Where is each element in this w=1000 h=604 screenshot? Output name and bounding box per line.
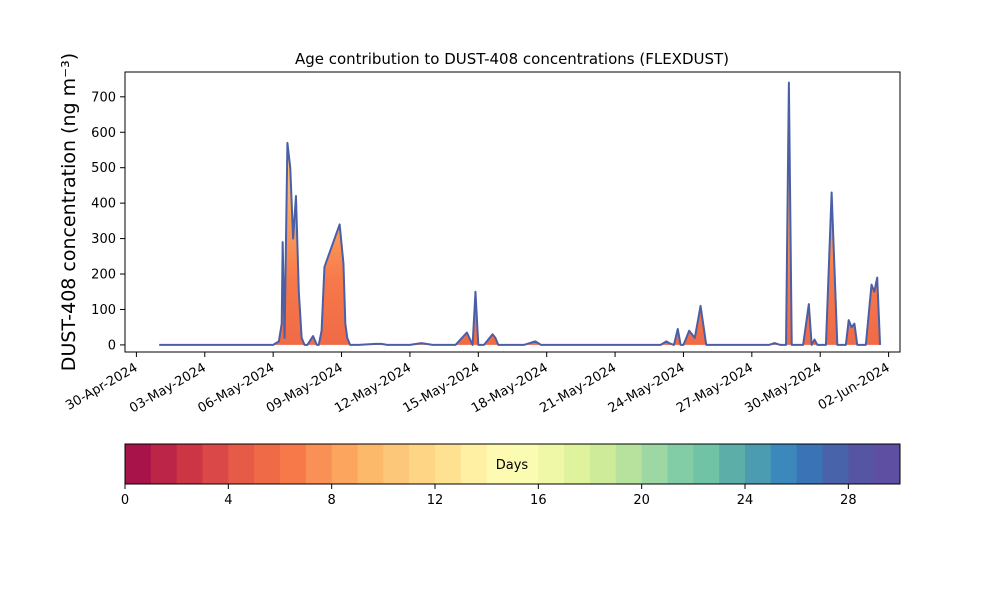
- colorbar-cell: [719, 444, 746, 484]
- chart-title: Age contribution to DUST-408 concentrati…: [295, 50, 729, 68]
- colorbar-cell: [693, 444, 720, 484]
- colorbar: Days 0 4 8 12 16 20 24 28: [121, 443, 901, 508]
- colorbar-tick-label: 16: [530, 493, 547, 508]
- colorbar-tick-label: 12: [427, 493, 444, 508]
- colorbar-cell: [150, 444, 178, 484]
- x-tick-label: 21-May-2024: [537, 360, 619, 416]
- y-tick-label: 500: [91, 161, 116, 176]
- y-axis: 0 100 200 300 400 500 600 700: [91, 90, 125, 353]
- x-tick-label: 15-May-2024: [401, 360, 483, 416]
- colorbar-ticks: 0 4 8 12 16 20 24 28: [121, 484, 857, 508]
- x-tick-label: 06-May-2024: [195, 360, 277, 416]
- plot-area: [124, 71, 901, 353]
- colorbar-tick-label: 20: [633, 493, 650, 508]
- colorbar-tick-label: 8: [328, 493, 336, 508]
- x-axis: 30-Apr-202403-May-202406-May-202409-May-…: [63, 352, 893, 416]
- x-tick-label: 30-May-2024: [743, 360, 825, 416]
- plot-border: [124, 71, 901, 353]
- y-tick-label: 700: [91, 90, 116, 105]
- x-tick-label: 24-May-2024: [606, 360, 688, 416]
- colorbar-cell: [874, 444, 901, 484]
- colorbar-cell: [125, 444, 152, 484]
- colorbar-cell: [357, 444, 384, 484]
- colorbar-cell: [745, 444, 772, 484]
- colorbar-cell: [202, 444, 229, 484]
- y-tick-label: 600: [91, 126, 116, 141]
- y-tick-label: 400: [91, 197, 116, 212]
- colorbar-cell: [176, 444, 203, 484]
- colorbar-cell: [486, 444, 513, 484]
- colorbar-cell: [409, 444, 436, 484]
- colorbar-tick-label: 28: [840, 493, 857, 508]
- plot-background: [125, 72, 900, 352]
- colorbar-cell: [538, 444, 565, 484]
- x-tick-label: 18-May-2024: [469, 360, 551, 416]
- colorbar-cell: [512, 444, 539, 484]
- colorbar-tick-label: 4: [224, 493, 232, 508]
- y-tick-label: 300: [91, 232, 116, 247]
- colorbar-cell: [822, 444, 849, 484]
- colorbar-cell: [460, 444, 488, 484]
- y-tick-label: 200: [91, 268, 116, 283]
- colorbar-cell: [228, 444, 255, 484]
- x-tick-label: 12-May-2024: [332, 360, 414, 416]
- total-concentration-line: [159, 81, 882, 346]
- colorbar-cell: [331, 444, 358, 484]
- colorbar-cell: [305, 444, 333, 484]
- age-fill-layer: [159, 82, 881, 345]
- y-axis-label: DUST-408 concentration (ng m⁻³): [58, 53, 80, 371]
- y-tick-label: 0: [108, 338, 116, 353]
- colorbar-cell: [615, 444, 643, 484]
- colorbar-cell: [383, 444, 410, 484]
- colorbar-cell: [435, 444, 462, 484]
- y-tick-label: 100: [91, 303, 116, 318]
- colorbar-cell: [280, 444, 307, 484]
- colorbar-cell: [796, 444, 823, 484]
- x-tick-label: 09-May-2024: [264, 360, 346, 416]
- age-contribution-area: [159, 82, 881, 345]
- colorbar-cell: [590, 444, 617, 484]
- colorbar-cell: [254, 444, 281, 484]
- colorbar-cell: [770, 444, 798, 484]
- x-tick-label: 02-Jun-2024: [816, 360, 893, 413]
- colorbar-cell: [641, 444, 668, 484]
- colorbar-tick-label: 0: [121, 493, 129, 508]
- colorbar-cell: [848, 444, 875, 484]
- x-tick-label: 27-May-2024: [674, 360, 756, 416]
- colorbar-border: [124, 443, 901, 485]
- x-tick-label: 03-May-2024: [127, 360, 209, 416]
- colorbar-label: Days: [496, 458, 529, 473]
- total-line-layer: [159, 81, 882, 346]
- colorbar-cells: [125, 444, 901, 484]
- colorbar-cell: [667, 444, 694, 484]
- colorbar-tick-label: 24: [737, 493, 754, 508]
- colorbar-cell: [564, 444, 591, 484]
